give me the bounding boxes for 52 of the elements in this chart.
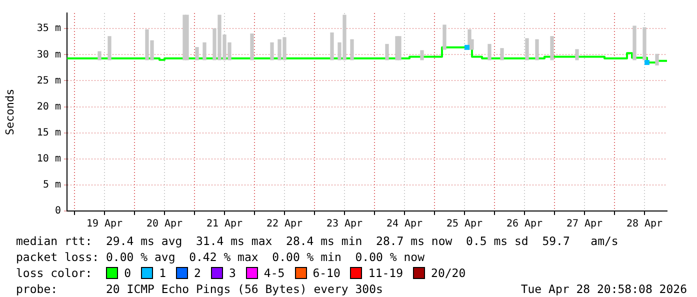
bar [398,36,402,60]
bar [195,47,199,60]
bar [442,24,446,50]
x-tick-label: 23 Apr [326,218,363,230]
y-tick-label: 15 m [36,127,61,138]
legend-label: 0 [124,265,132,281]
legend-label: 20/20 [431,265,466,281]
x-tick-label: 20 Apr [146,218,183,230]
y-tick-label: 0 [54,206,61,217]
legend-label: 6-10 [312,265,340,281]
y-tick-label: 10 m [36,153,61,164]
legend-label: 3 [228,265,236,281]
x-tick-label: 28 Apr [626,218,663,230]
bar [488,44,492,60]
text: median rtt: 29.4 ms avg 31.4 ms max 28.4 ms min 28.7 ms now 0.5 ms sd 59.7 am/s [16,233,620,249]
bar [655,54,659,66]
bar [385,44,389,60]
bar [632,26,636,60]
text: Tue Apr 28 20:58:08 2026 [520,281,687,297]
bar [202,42,206,60]
bar [420,50,424,60]
x-tick-label: 25 Apr [446,218,483,230]
bar [350,39,354,60]
legend-title: loss color: [16,265,92,281]
bar [98,51,102,60]
bar [108,36,112,60]
y-axis-title: Seconds [3,88,16,136]
text: packet loss: 0.00 % avg 0.42 % max 0.00 % min 0.00 % now [16,249,426,265]
bar [550,36,554,60]
bar [575,49,579,60]
bar [185,14,189,60]
x-tick-label: 27 Apr [566,218,603,230]
bar [535,39,539,60]
legend-label: 11-19 [368,265,404,281]
y-tick-label: 20 m [36,101,61,112]
bar [500,48,504,60]
bar [270,42,274,60]
x-tick-label: 19 Apr [86,218,123,230]
y-tick-label: 5 m [42,180,61,191]
x-tick-label: 26 Apr [506,218,543,230]
y-tick-label: 35 m [36,23,61,34]
legend-label: 4-5 [264,265,285,281]
x-tick-label: 22 Apr [266,218,303,230]
text: probe: 20 ICMP Echo Pings (56 Bytes) every 300s [16,281,383,297]
legend-label: 1 [159,265,166,281]
x-tick-label: 24 Apr [386,218,423,230]
y-tick-label: 30 m [36,49,61,60]
y-tick-label: 25 m [36,75,61,86]
bar [330,32,334,60]
bar [250,34,254,60]
x-tick-label: 21 Apr [206,218,243,230]
legend-label: 2 [194,265,201,281]
